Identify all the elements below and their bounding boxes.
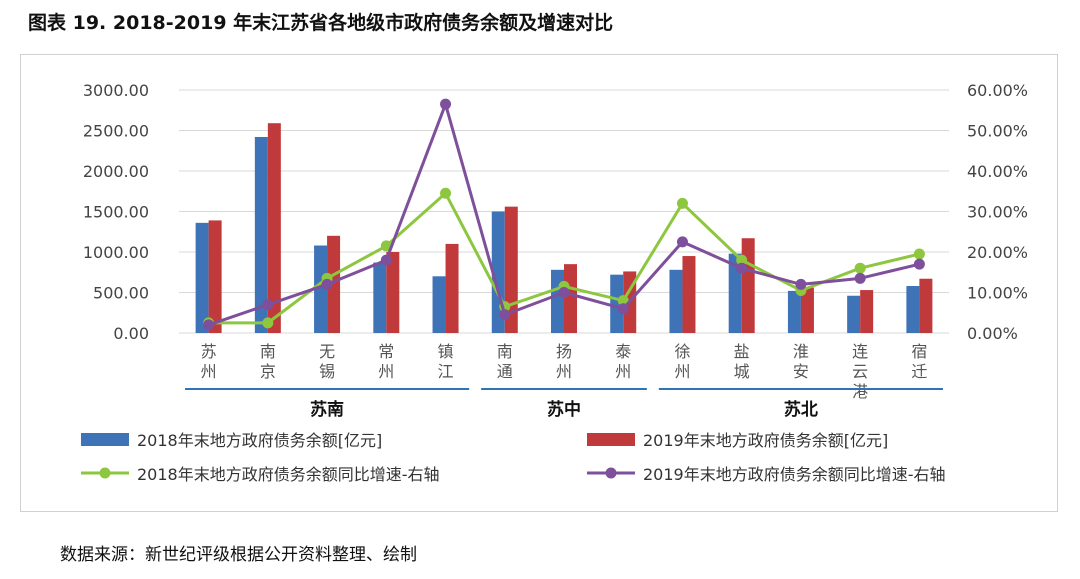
bar bbox=[504, 206, 518, 333]
line-point bbox=[795, 278, 807, 290]
bar bbox=[669, 269, 683, 333]
bar bbox=[741, 238, 755, 333]
bar bbox=[906, 286, 920, 333]
x-tick-label: 盐城 bbox=[734, 342, 750, 381]
line-point bbox=[440, 187, 452, 199]
line-point bbox=[854, 262, 866, 274]
line-point bbox=[854, 272, 866, 284]
line-point bbox=[262, 299, 274, 311]
bars-layer bbox=[195, 123, 933, 334]
y-left-tick-label: 1000.00 bbox=[83, 243, 149, 262]
x-tick-label: 无锡 bbox=[319, 342, 335, 381]
x-tick-label: 南京 bbox=[260, 342, 276, 381]
line-point bbox=[558, 287, 570, 298]
bar bbox=[327, 235, 341, 333]
legend-label: 2019年末地方政府债务余额[亿元] bbox=[643, 431, 888, 450]
bar bbox=[314, 245, 328, 333]
x-tick-label: 泰州 bbox=[615, 342, 631, 381]
bar bbox=[267, 123, 281, 334]
line-point bbox=[676, 197, 688, 209]
bar bbox=[195, 222, 209, 333]
y-left-tick-label: 0.00 bbox=[113, 324, 149, 343]
bar bbox=[800, 287, 814, 333]
bar bbox=[254, 136, 268, 333]
bar bbox=[847, 295, 861, 333]
x-tick-label: 连云港 bbox=[852, 342, 868, 401]
y-left-tick-label: 2500.00 bbox=[83, 122, 149, 141]
bar bbox=[432, 276, 446, 333]
bar bbox=[373, 262, 387, 333]
bar bbox=[787, 290, 801, 333]
x-tick-label: 镇江 bbox=[438, 342, 454, 381]
x-tick-label: 南通 bbox=[497, 342, 513, 381]
y-right-tick-label: 10.00% bbox=[967, 284, 1028, 303]
bar bbox=[728, 253, 742, 333]
bar bbox=[208, 220, 222, 333]
legend-swatch bbox=[81, 433, 129, 446]
line-point bbox=[499, 309, 511, 321]
line-point bbox=[913, 248, 925, 260]
bar bbox=[386, 252, 400, 333]
legend-label: 2018年末地方政府债务余额同比增速-右轴 bbox=[137, 465, 440, 484]
bar bbox=[919, 278, 933, 333]
line-point bbox=[676, 236, 688, 248]
x-tick-label: 常州 bbox=[378, 342, 394, 381]
x-tick-label: 苏州 bbox=[201, 342, 217, 381]
source-note: 数据来源：新世纪评级根据公开资料整理、绘制 bbox=[60, 545, 417, 565]
line-point bbox=[262, 317, 274, 329]
bar bbox=[551, 269, 564, 333]
x-tick-label: 宿迁 bbox=[911, 342, 927, 381]
line-point bbox=[440, 98, 452, 110]
axis-layer: 0.00 0.00% 500.00 10.00% 1000.00 20.00% 1500.0… bbox=[83, 81, 1028, 401]
y-right-tick-label: 30.00% bbox=[967, 203, 1028, 222]
bar bbox=[860, 290, 874, 333]
y-left-tick-label: 1500.00 bbox=[83, 203, 149, 222]
lines-layer bbox=[203, 98, 925, 331]
legend-label: 2018年末地方政府债务余额[亿元] bbox=[137, 431, 382, 450]
line-point bbox=[736, 254, 748, 266]
y-right-tick-label: 60.00% bbox=[967, 81, 1028, 100]
y-right-tick-label: 0.00% bbox=[967, 324, 1018, 343]
group-label: 苏南 bbox=[310, 399, 344, 420]
bar bbox=[610, 274, 624, 333]
legend-layer: 2018年末地方政府债务余额[亿元] 2019年末地方政府债务余额[亿元] 2018… bbox=[81, 431, 946, 484]
x-tick-label: 淮安 bbox=[793, 342, 809, 381]
bar bbox=[564, 264, 577, 333]
bar bbox=[445, 243, 459, 333]
line-point bbox=[321, 278, 333, 290]
line-point bbox=[617, 303, 629, 315]
y-right-tick-label: 40.00% bbox=[967, 162, 1028, 181]
bar bbox=[682, 256, 696, 333]
y-right-tick-label: 50.00% bbox=[967, 122, 1028, 141]
line-point bbox=[736, 262, 748, 274]
group-label: 苏中 bbox=[547, 399, 581, 420]
line-point bbox=[203, 319, 215, 331]
chart-svg: 0.00 0.00% 500.00 10.00% 1000.00 20.00% 1500.0… bbox=[81, 81, 1028, 484]
line-point bbox=[380, 254, 392, 266]
y-left-tick-label: 500.00 bbox=[93, 284, 149, 303]
legend-label: 2019年末地方政府债务余额同比增速-右轴 bbox=[643, 465, 946, 484]
figure-title: 图表 19. 2018-2019 年末江苏省各地级市政府债务余额及增速对比 bbox=[28, 12, 614, 34]
y-left-tick-label: 2000.00 bbox=[83, 162, 149, 181]
group-label: 苏北 bbox=[784, 399, 818, 420]
x-tick-label: 扬州 bbox=[556, 342, 572, 381]
group-layer: 苏南 苏中 苏北 bbox=[185, 388, 943, 420]
legend-marker bbox=[99, 467, 111, 479]
chart-frame: 0.00 0.00% 500.00 10.00% 1000.00 20.00% 1500.0… bbox=[20, 54, 1058, 512]
legend-marker bbox=[605, 467, 617, 479]
y-left-tick-label: 3000.00 bbox=[83, 81, 149, 100]
legend-swatch bbox=[587, 433, 635, 446]
y-right-tick-label: 20.00% bbox=[967, 243, 1028, 262]
line-point bbox=[913, 258, 925, 270]
x-tick-label: 徐州 bbox=[674, 342, 690, 381]
